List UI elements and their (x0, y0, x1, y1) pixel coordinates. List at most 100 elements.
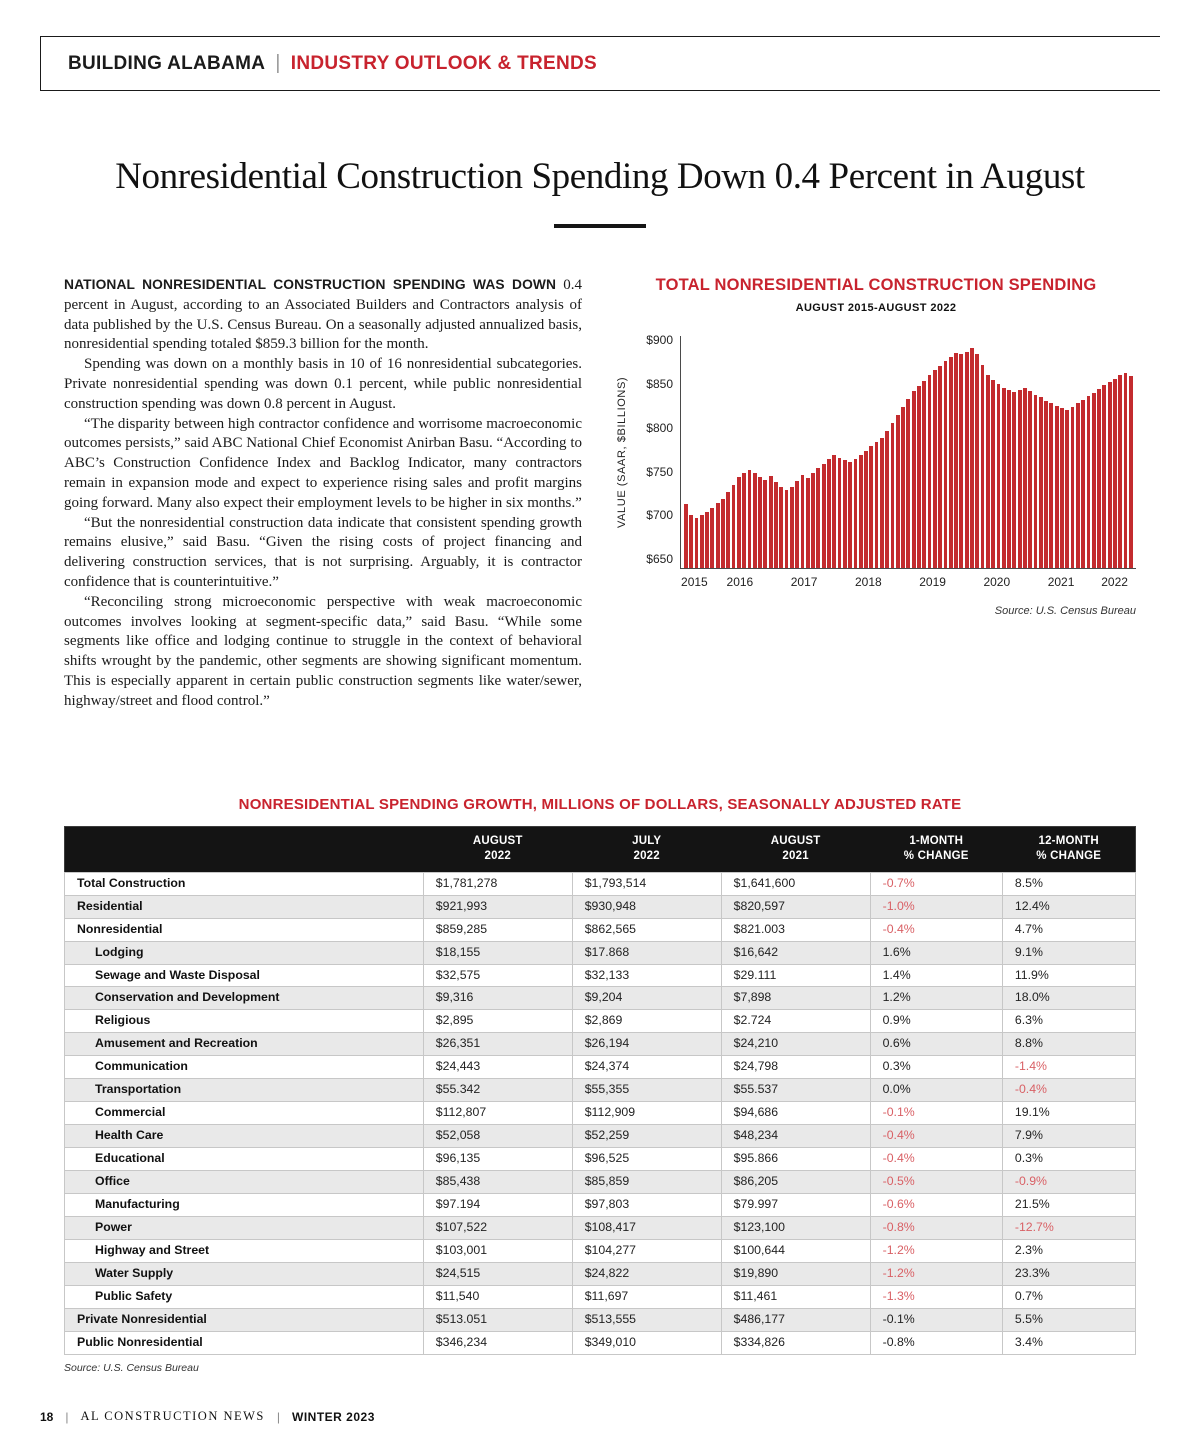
chart-bars (684, 336, 1133, 568)
row-label: Communication (64, 1055, 424, 1080)
pct-cell: -0.4% (869, 1124, 1003, 1149)
chart-bar (731, 484, 736, 568)
value-cell: $859,285 (422, 917, 573, 942)
value-cell: $2,895 (422, 1009, 573, 1034)
table-row: Manufacturing $97.194 $97,803 $79.997 -0.6% 2… (64, 1193, 1137, 1218)
pct-cell: 0.6% (869, 1032, 1003, 1057)
chart-bar (991, 379, 996, 568)
pct-cell: -0.1% (869, 1101, 1003, 1126)
pct-cell: 0.7% (1001, 1285, 1137, 1310)
article-paragraph: Spending was down on a monthly basis in … (64, 356, 582, 412)
article-title: Nonresidential Construction Spending Dow… (115, 156, 1085, 197)
chart-bar (1060, 407, 1064, 568)
chart-bar (736, 476, 741, 568)
pct-cell: -0.8% (869, 1216, 1003, 1241)
chart-bar (890, 422, 895, 568)
value-cell: $11,540 (422, 1285, 573, 1310)
x-axis-label: 2022 (1101, 575, 1128, 589)
pct-cell: 18.0% (1001, 986, 1137, 1011)
value-cell: $112,807 (422, 1101, 573, 1126)
chart-bar (805, 477, 810, 568)
pct-cell: 1.4% (869, 963, 1003, 988)
value-cell: $95.866 (720, 1147, 871, 1172)
pct-cell: 8.8% (1001, 1032, 1137, 1057)
chart-bar (1044, 400, 1048, 568)
value-cell: $100,644 (720, 1239, 871, 1264)
x-axis-label: 2017 (790, 575, 818, 589)
chart-bar (964, 351, 969, 568)
publication-name: AL CONSTRUCTION NEWS (80, 1409, 265, 1423)
value-cell: $79.997 (720, 1193, 871, 1218)
value-cell: $821.003 (720, 917, 871, 942)
pct-cell: -0.8% (869, 1331, 1003, 1356)
footer-separator: | (276, 1409, 281, 1424)
value-cell: $18,155 (422, 940, 573, 965)
chart-plot-outer: $650 $700 $750 $800 $850 $900 2015 2016 2017 2018… (628, 333, 1136, 589)
chart-bar (758, 476, 762, 568)
pct-cell: 5.5% (1001, 1308, 1137, 1333)
value-cell: $486,177 (720, 1308, 871, 1333)
chart-column: TOTAL NONRESIDENTIAL CONSTRUCTION SPENDI… (616, 276, 1136, 712)
table-row: Religious $2,895 $2,869 $2.724 0.9% 6.3% (64, 1009, 1137, 1034)
chart-bar (1049, 403, 1054, 568)
column-header: AUGUST 2022 (423, 826, 573, 873)
pct-cell: -0.4% (869, 1147, 1003, 1172)
chart-bar (853, 459, 858, 568)
row-label: Office (64, 1170, 424, 1195)
chart-bar (779, 487, 784, 568)
pct-cell: 6.3% (1001, 1009, 1137, 1034)
chart-bar (1123, 372, 1128, 568)
chart-bar (1054, 406, 1059, 568)
value-cell: $94,686 (720, 1101, 871, 1126)
y-axis-tick: $900 (646, 333, 673, 348)
value-cell: $862,565 (571, 917, 722, 942)
value-cell: $107,522 (422, 1216, 573, 1241)
value-cell: $17.868 (571, 940, 722, 965)
row-label: Public Nonresidential (64, 1331, 424, 1356)
value-cell: $48,234 (720, 1124, 871, 1149)
value-cell: $19,890 (720, 1262, 871, 1287)
value-cell: $2.724 (720, 1009, 871, 1034)
content-columns: NATIONAL NONRESIDENTIAL CONSTRUCTION SPE… (64, 276, 1136, 712)
chart-bar (1075, 403, 1080, 568)
value-cell: $26,194 (571, 1032, 722, 1057)
chart-bar (1065, 409, 1070, 568)
pct-cell: -0.1% (869, 1308, 1003, 1333)
chart-bar (1091, 392, 1096, 568)
chart-bar (1023, 387, 1027, 568)
row-label: Power (64, 1216, 424, 1241)
pct-cell: 11.9% (1001, 963, 1137, 988)
chart-bar (816, 468, 821, 568)
pct-cell: -1.4% (1001, 1055, 1137, 1080)
row-label: Private Nonresidential (64, 1308, 424, 1333)
row-label: Water Supply (64, 1262, 424, 1287)
row-label: Educational (64, 1147, 424, 1172)
chart-title: TOTAL NONRESIDENTIAL CONSTRUCTION SPENDI… (655, 276, 1097, 294)
x-axis-label: 2021 (1047, 575, 1075, 589)
value-cell: $85,859 (571, 1170, 722, 1195)
row-label: Amusement and Recreation (64, 1032, 424, 1057)
value-cell: $24,210 (720, 1032, 871, 1057)
x-axis-label: 2020 (983, 575, 1011, 589)
value-cell: $334,826 (720, 1331, 871, 1356)
chart-bar (1012, 392, 1017, 568)
pct-cell: -1.0% (869, 894, 1003, 919)
chart-bar (1001, 387, 1006, 568)
chart-bar (1081, 399, 1086, 568)
pct-cell: 23.3% (1001, 1262, 1137, 1287)
value-cell: $1,793,514 (571, 871, 722, 896)
x-axis-label: 2016 (726, 575, 754, 589)
pct-cell: -12.7% (1001, 1216, 1137, 1241)
value-cell: $112,909 (571, 1101, 722, 1126)
value-cell: $32,133 (571, 963, 722, 988)
chart-bar (948, 357, 953, 568)
table-row: Lodging $18,155 $17.868 $16,642 1.6% 9.1% (64, 940, 1137, 965)
chart-bar (943, 361, 948, 568)
chart-bar (784, 490, 789, 568)
value-cell: $108,417 (571, 1216, 722, 1241)
value-cell: $513.051 (422, 1308, 573, 1333)
chart-bar (901, 406, 905, 568)
pct-cell: -1.2% (869, 1262, 1003, 1287)
chart-bar (710, 507, 715, 568)
page-kicker: BUILDING ALABAMA | INDUSTRY OUTLOOK & TR… (40, 36, 1160, 91)
